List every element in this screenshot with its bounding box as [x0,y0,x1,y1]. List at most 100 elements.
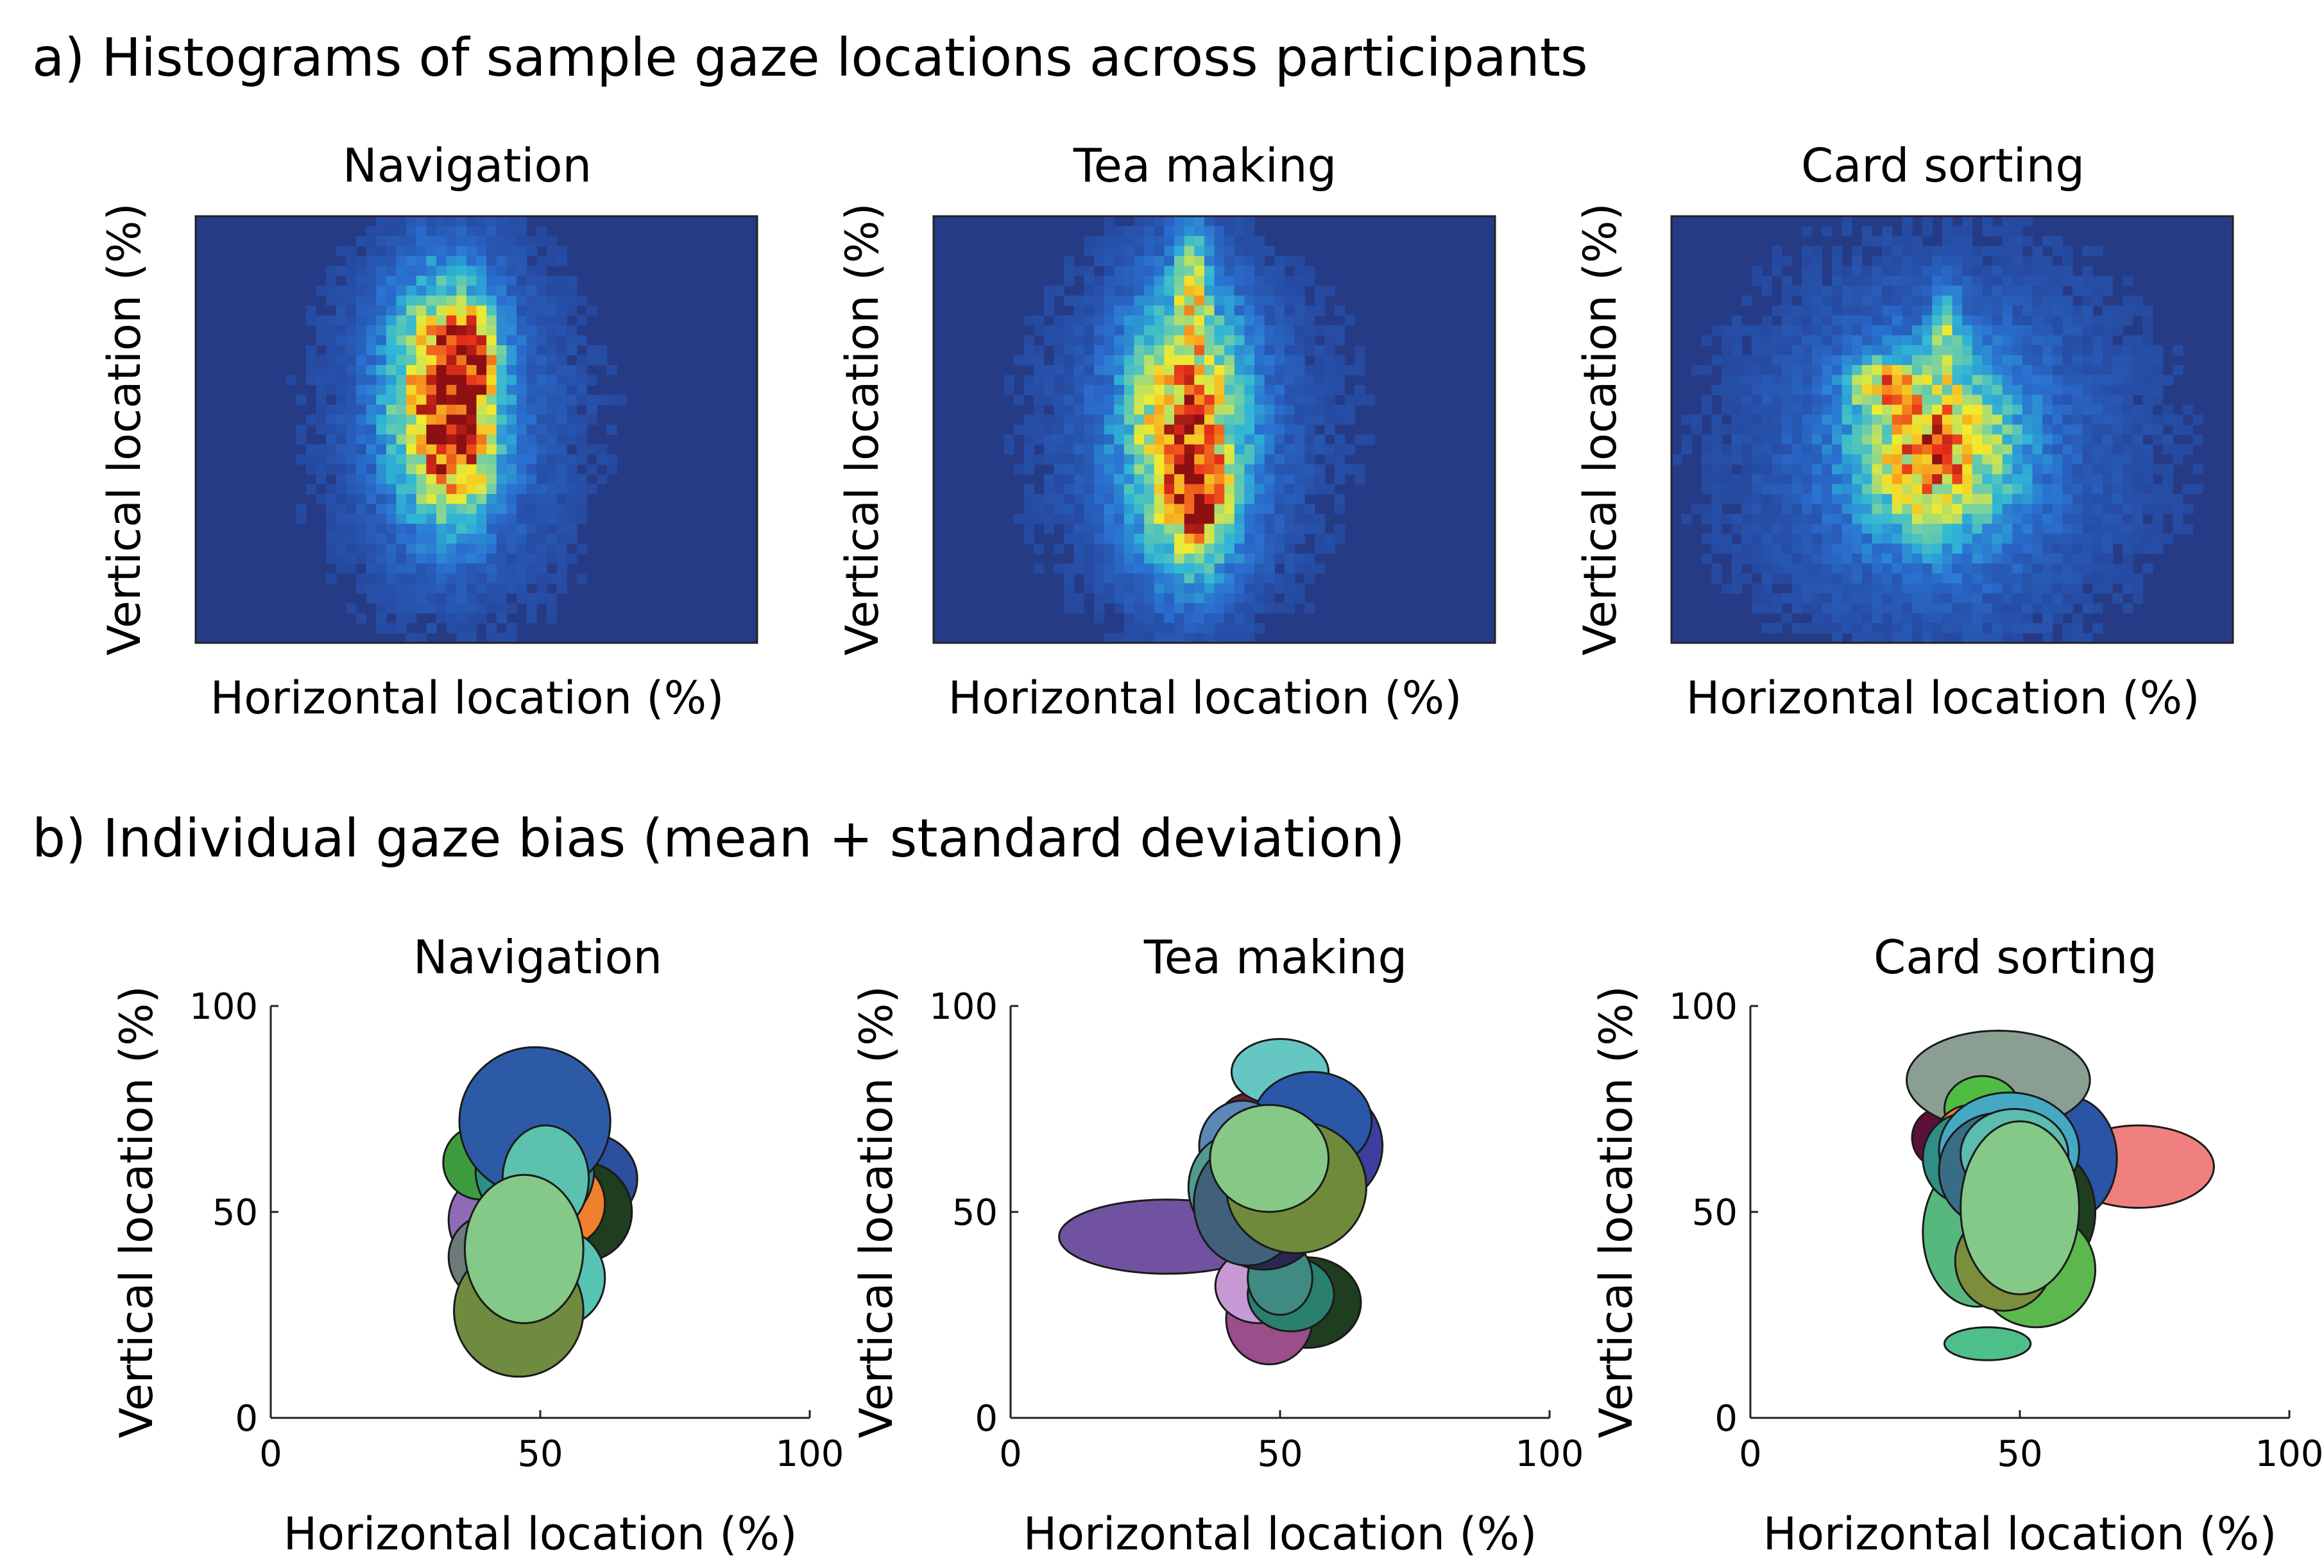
heatmap-cell [346,474,357,485]
heatmap-cell [446,454,457,465]
heatmap-cell [1174,424,1185,435]
heatmap-cell [1922,355,1933,366]
heatmap-cell [446,553,457,564]
heatmap-cell [1942,216,1953,227]
heatmap-cell [2042,434,2053,445]
heatmap-cell [406,524,417,534]
heatmap-cell [1294,414,1305,425]
heatmap-cell [426,325,437,336]
heatmap-cell [2022,524,2033,534]
heatmap-cell [1962,235,1973,246]
heatmap-cell [1952,553,1963,564]
heatmap-cell [1982,583,1993,594]
heatmap-cell [1811,444,1822,455]
heatmap-cell [1761,543,1772,554]
heatmap-cell [1761,364,1772,376]
heatmap-cell [556,533,567,544]
heatmap-cell [336,355,346,366]
heatmap-cell [1772,623,1782,634]
heatmap-cell [1841,553,1852,564]
heatmap-cell [526,573,537,584]
heatmap-cell [456,235,467,246]
heatmap-cell [1711,355,1722,366]
heatmap-cell [1174,285,1185,296]
heatmap-cell [1084,543,1095,554]
heatmap-cell [486,295,497,306]
heatmap-cell [2132,504,2143,515]
heatmap-cell [1124,494,1135,505]
heatmap-cell [526,513,537,525]
heatmap-cell [1912,345,1923,356]
heatmap-cell [1972,613,1983,624]
heatmap-cell [2012,434,2023,445]
heatmap-cell [486,424,497,435]
heatmap-cell [2153,414,2164,425]
heatmap-cell [1234,504,1245,515]
heatmap-cell [1912,454,1923,465]
heatmap-cell [466,454,477,465]
heatmap-cell [1274,553,1285,564]
heatmap-cell [1184,553,1195,564]
heatmap-cell [1064,295,1075,306]
heatmap-cell [1194,504,1205,515]
heatmap-cell [1811,583,1822,594]
heatmap-cell [1234,623,1245,634]
heatmap-cell [1832,266,1843,277]
heatmap-cell [406,603,417,614]
heatmap-cell [396,613,407,624]
heatmap-cell [1861,414,1873,425]
heatmap-cell [1194,454,1205,465]
heatmap-cell [326,285,337,296]
heatmap-cell [1882,235,1893,246]
heatmap-cell [1962,226,1973,237]
heatmap-cell [2123,384,2133,395]
heatmap-cell [1194,325,1205,336]
heatmap-cell [1761,275,1772,286]
heatmap-cell [1822,305,1833,316]
heatmap-cell [1841,295,1852,306]
heatmap-cell [536,434,547,445]
heatmap-cell [1073,543,1084,554]
heatmap-cell [1852,583,1863,594]
heatmap-cell [1752,434,1763,445]
heatmap-cell [1344,464,1355,475]
heatmap-cell [1294,266,1305,277]
heatmap-cell [1882,573,1893,584]
heatmap-cell [1942,524,1953,534]
heatmap-cell [1872,434,1883,445]
heatmap-cell [1932,325,1943,336]
x-tick-label: 100 [2255,1433,2324,1475]
heatmap-cell [1942,355,1953,366]
heatmap-cell [1144,484,1155,495]
heatmap-cell [1982,524,1993,534]
heatmap-cell [356,583,367,594]
heatmap-cell [2123,583,2133,594]
heatmap-cell [1054,494,1064,505]
heatmap-cell [436,235,447,246]
heatmap-cell [2123,275,2133,286]
heatmap-cell [446,474,457,485]
heatmap-cell [1144,573,1155,584]
heatmap-cell [2092,414,2103,425]
heatmap-cell [1154,404,1165,415]
heatmap-cell [586,395,597,405]
heatmap-cell [1104,424,1115,435]
heatmap-cell [1761,434,1772,445]
heatmap-cell [366,434,377,445]
heatmap-cell [1084,573,1095,584]
heatmap-cell [2173,444,2183,455]
heatmap-cell [586,414,597,425]
heatmap-cell [1731,484,1742,495]
heatmap-cell [1861,524,1873,534]
heatmap-cell [456,583,467,594]
heatmap-cell [1073,513,1084,525]
heatmap-cell [1832,404,1843,415]
heatmap-cell [1204,414,1215,425]
heatmap-cell [2112,533,2123,544]
heatmap-cell [1104,474,1115,485]
heatmap-cell [1134,355,1145,366]
heatmap-cell [1972,504,1983,515]
heatmap-cell [1992,295,2003,306]
heatmap-cell [517,504,527,515]
heatmap-cell [1791,305,1802,316]
